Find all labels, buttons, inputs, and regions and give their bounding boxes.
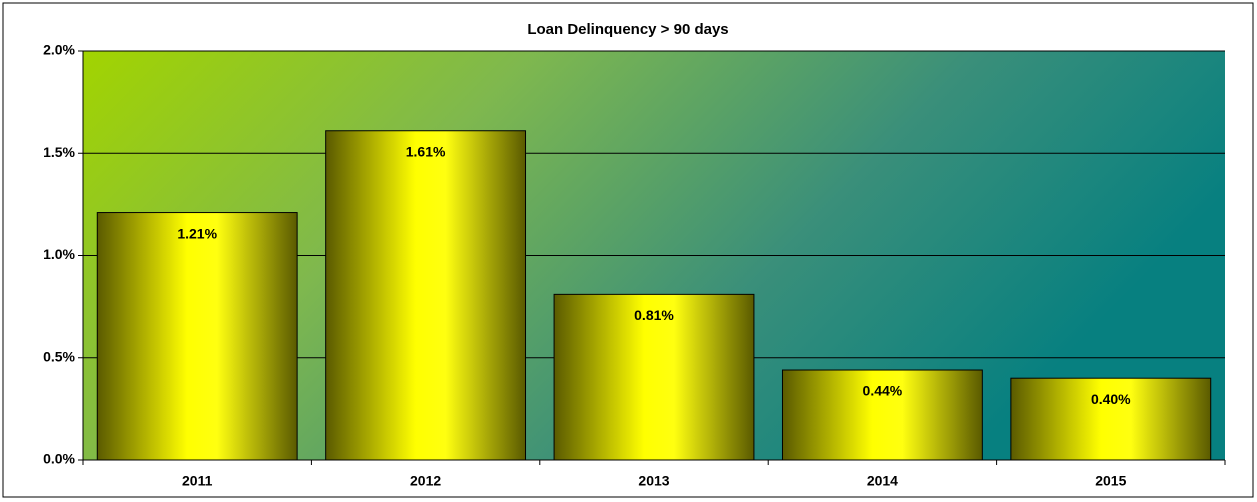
chart-title: Loan Delinquency > 90 days <box>527 21 728 38</box>
data-label: 0.81% <box>634 307 674 323</box>
data-label: 1.61% <box>406 143 446 159</box>
bar <box>325 130 527 461</box>
bar <box>553 293 755 461</box>
x-tick-label: 2014 <box>867 473 898 489</box>
x-tick-label: 2013 <box>638 473 669 489</box>
y-tick-label: 0.0% <box>43 451 75 467</box>
x-tick-label: 2015 <box>1095 473 1126 489</box>
data-label: 0.40% <box>1091 391 1131 407</box>
y-tick-label: 0.5% <box>43 348 75 364</box>
bar <box>1010 377 1212 461</box>
y-tick-label: 2.0% <box>43 42 75 58</box>
data-label: 1.21% <box>177 225 217 241</box>
y-tick-label: 1.0% <box>43 246 75 262</box>
bar <box>781 369 983 461</box>
x-tick-label: 2011 <box>182 473 213 489</box>
y-tick-label: 1.5% <box>43 144 75 160</box>
data-label: 0.44% <box>863 383 903 399</box>
bar <box>96 212 298 461</box>
x-tick-label: 2012 <box>410 473 441 489</box>
